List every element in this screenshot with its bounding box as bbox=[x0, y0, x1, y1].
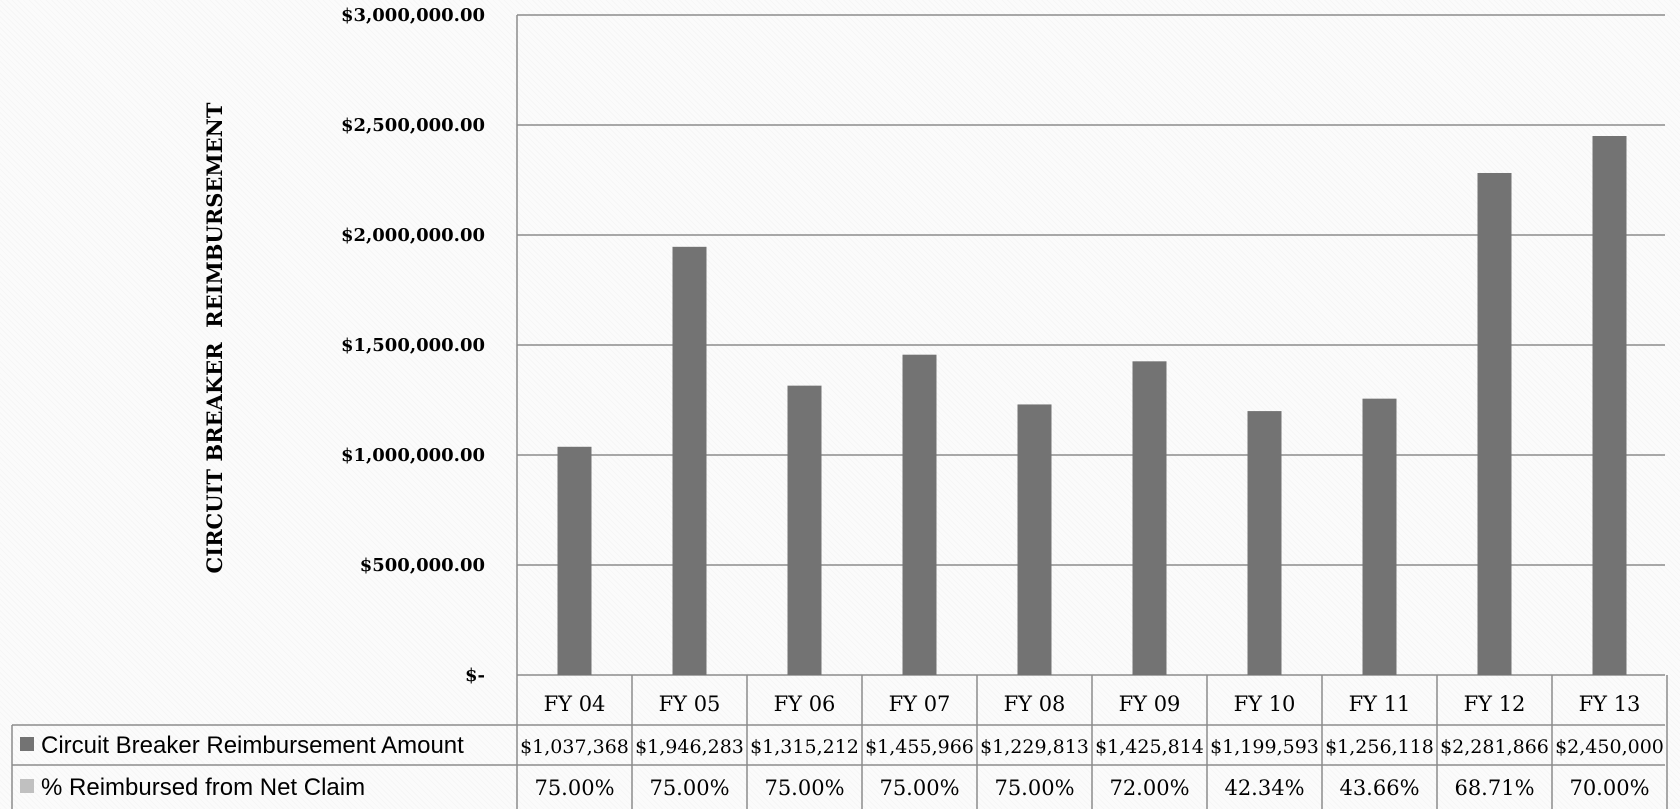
bar bbox=[787, 385, 822, 675]
table-cell-value: $1,455,966 bbox=[865, 736, 974, 758]
x-category-label: FY 04 bbox=[544, 692, 606, 716]
x-category-label: FY 07 bbox=[889, 692, 951, 716]
x-category-label: FY 05 bbox=[659, 692, 721, 716]
y-tick-label: $2,000,000.00 bbox=[341, 225, 485, 246]
table-cell-value: $1,256,118 bbox=[1325, 736, 1434, 758]
y-tick-label: $1,000,000.00 bbox=[341, 445, 485, 466]
bar bbox=[1477, 172, 1512, 675]
legend-key bbox=[20, 737, 34, 751]
table-cell-value: 75.00% bbox=[764, 776, 844, 800]
table-cell-value: $1,946,283 bbox=[635, 736, 744, 758]
y-axis-label: CIRCUIT BREAKER REIMBURSEMENT bbox=[202, 102, 227, 573]
y-tick-label: $1,500,000.00 bbox=[341, 335, 485, 356]
bar bbox=[1362, 398, 1397, 675]
bar bbox=[1592, 136, 1627, 675]
table-cell-value: 75.00% bbox=[649, 776, 729, 800]
table-cell-value: 68.71% bbox=[1454, 776, 1534, 800]
x-category-label: FY 09 bbox=[1119, 692, 1181, 716]
data-table: FY 04 FY 05 FY 06 FY 07 FY 08 FY 09 FY 10 FY 11… bbox=[11, 675, 1668, 809]
x-category-label: FY 12 bbox=[1464, 692, 1526, 716]
table-cell-value: $1,037,368 bbox=[520, 736, 629, 758]
bar bbox=[902, 354, 937, 675]
table-cell-value: $1,315,212 bbox=[750, 736, 859, 758]
legend-label: % Reimbursed from Net Claim bbox=[41, 774, 365, 801]
table-cell-value: 75.00% bbox=[879, 776, 959, 800]
bar bbox=[557, 446, 592, 675]
x-category-label: FY 10 bbox=[1234, 692, 1296, 716]
bar bbox=[1017, 404, 1052, 675]
table-cell-value: 72.00% bbox=[1109, 776, 1189, 800]
y-tick-label: $3,000,000.00 bbox=[341, 5, 485, 26]
table-cell-value: $2,450,000 bbox=[1555, 736, 1664, 758]
bar bbox=[1132, 361, 1167, 675]
bar bbox=[1247, 411, 1282, 675]
table-cell-value: 75.00% bbox=[534, 776, 614, 800]
legend-label: Circuit Breaker Reimbursement Amount bbox=[41, 732, 464, 759]
x-category-label: FY 06 bbox=[774, 692, 836, 716]
table-cell-value: $1,229,813 bbox=[980, 736, 1089, 758]
table-cell-value: 42.34% bbox=[1224, 776, 1304, 800]
y-tick-label: $500,000.00 bbox=[360, 555, 485, 576]
table-cell-value: 75.00% bbox=[994, 776, 1074, 800]
table-cell-value: 43.66% bbox=[1339, 776, 1419, 800]
table-cell-value: $2,281,866 bbox=[1440, 736, 1549, 758]
table-cell-value: 70.00% bbox=[1569, 776, 1649, 800]
gridlines bbox=[516, 14, 1665, 676]
x-category-label: FY 13 bbox=[1579, 692, 1641, 716]
table-cell-value: $1,425,814 bbox=[1095, 736, 1204, 758]
legend-key bbox=[20, 779, 34, 793]
bar bbox=[672, 246, 707, 675]
bars bbox=[557, 136, 1627, 675]
x-category-label: FY 08 bbox=[1004, 692, 1066, 716]
y-axis-ticks: $3,000,000.00 $2,500,000.00 $2,000,000.00 $… bbox=[341, 5, 485, 686]
y-tick-label: $- bbox=[465, 665, 485, 686]
y-tick-label: $2,500,000.00 bbox=[341, 115, 485, 136]
x-category-label: FY 11 bbox=[1349, 692, 1411, 716]
table-cell-value: $1,199,593 bbox=[1210, 736, 1319, 758]
